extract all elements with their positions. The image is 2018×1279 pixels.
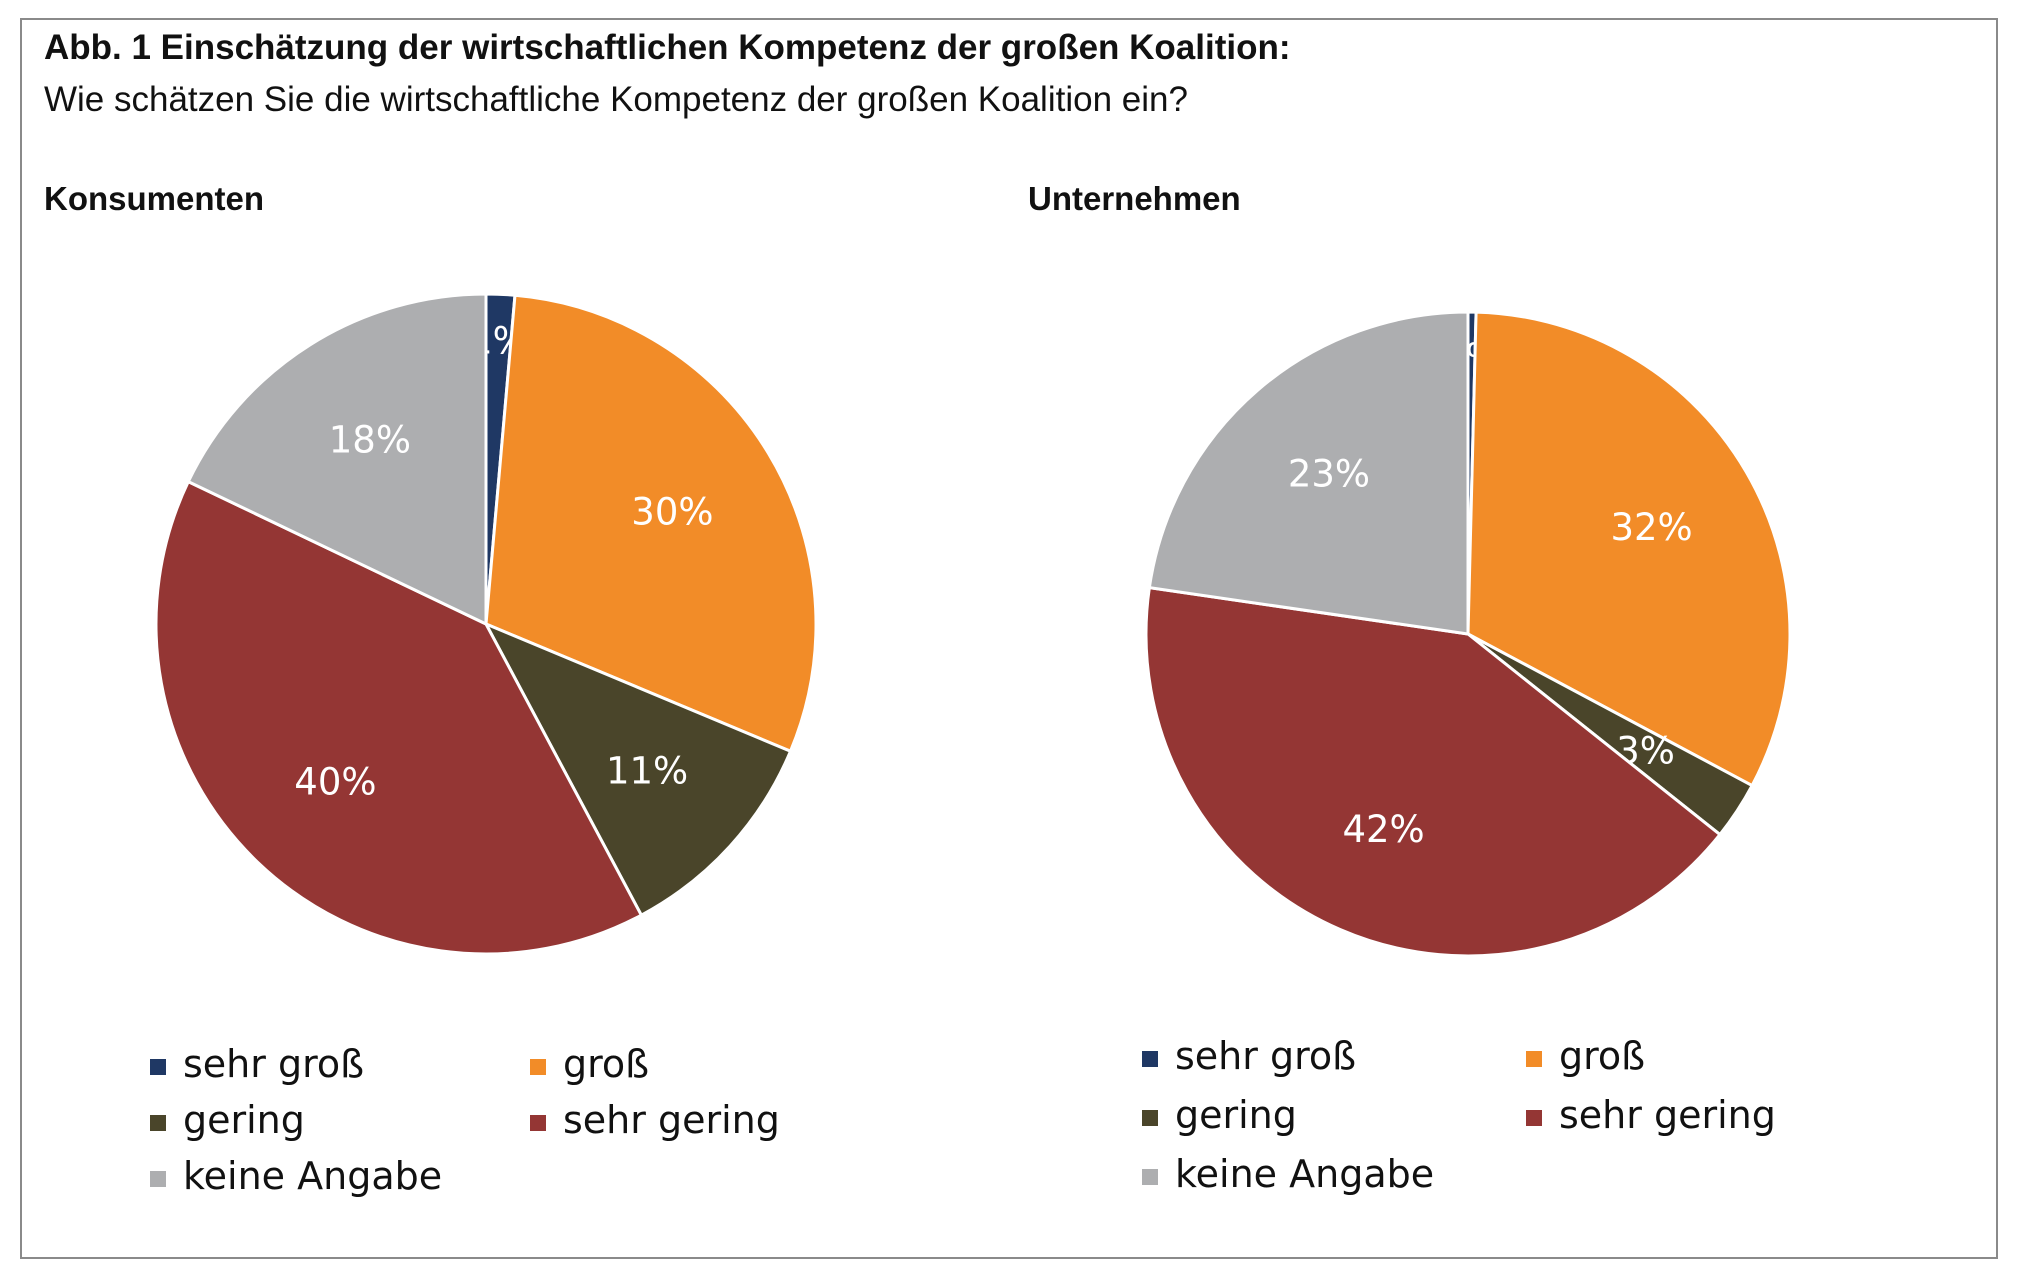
- pie-slice-unternehmen-keine-angabe: [1147, 310, 1470, 636]
- figure-frame: [20, 18, 1998, 1259]
- data-label-unternehmen-keine-angabe: 23%: [1288, 452, 1370, 495]
- legend-swatch-unternehmen-sehr-gross: [1142, 1051, 1158, 1067]
- data-label-konsumenten-keine-angabe: 18%: [329, 419, 411, 462]
- pie-slice-unternehmen-gross: [1466, 310, 1792, 788]
- data-label-unternehmen-gross: 32%: [1610, 506, 1692, 549]
- legend-swatch-unternehmen-gross: [1526, 1051, 1542, 1067]
- legend-swatch-unternehmen-gering: [1142, 1110, 1158, 1126]
- pie-slice-konsumenten-gering: [482, 620, 793, 918]
- legend-label-konsumenten-gross: groß: [563, 1042, 650, 1086]
- legend-label-konsumenten-keine-angabe: keine Angabe: [183, 1154, 443, 1198]
- legend-swatch-unternehmen-keine-angabe: [1142, 1169, 1158, 1185]
- chart-title-unternehmen: Unternehmen: [1028, 180, 1241, 217]
- legend-swatch-konsumenten-gross: [530, 1059, 546, 1075]
- pie-slice-konsumenten-keine-angabe: [186, 292, 488, 627]
- figure-subtitle: Wie schätzen Sie die wirtschaftliche Kom…: [44, 80, 1188, 119]
- pie-slice-konsumenten-sehr-gering: [154, 479, 644, 956]
- legend-swatch-konsumenten-gering: [150, 1115, 166, 1131]
- legend-label-unternehmen-sehr-gering: sehr gering: [1559, 1093, 1776, 1137]
- legend-label-unternehmen-gross: groß: [1559, 1034, 1646, 1078]
- legend-label-konsumenten-gering: gering: [183, 1098, 305, 1142]
- chart-title-konsumenten: Konsumenten: [44, 180, 265, 217]
- pie-slice-unternehmen-sehr-gering: [1144, 585, 1723, 958]
- pie-slice-konsumenten-gross: [484, 293, 818, 754]
- legend-label-konsumenten-sehr-gering: sehr gering: [563, 1098, 780, 1142]
- legend-swatch-konsumenten-sehr-gering: [530, 1115, 546, 1131]
- legend-label-unternehmen-sehr-gross: sehr groß: [1175, 1034, 1357, 1078]
- legend-swatch-konsumenten-sehr-gross: [150, 1059, 166, 1075]
- legend-label-konsumenten-sehr-gross: sehr groß: [183, 1042, 365, 1086]
- data-label-konsumenten-sehr-gering: 40%: [294, 760, 376, 803]
- figure-title: Abb. 1 Einschätzung der wirtschaftlichen…: [44, 28, 1291, 67]
- data-label-konsumenten-gering: 11%: [606, 750, 688, 793]
- legend-label-unternehmen-gering: gering: [1175, 1093, 1297, 1137]
- data-label-unternehmen-sehr-gering: 42%: [1342, 808, 1424, 851]
- data-label-konsumenten-gross: 30%: [631, 490, 713, 533]
- legend-swatch-konsumenten-keine-angabe: [150, 1171, 166, 1187]
- legend-swatch-unternehmen-sehr-gering: [1526, 1110, 1542, 1126]
- legend-label-unternehmen-keine-angabe: keine Angabe: [1175, 1152, 1435, 1196]
